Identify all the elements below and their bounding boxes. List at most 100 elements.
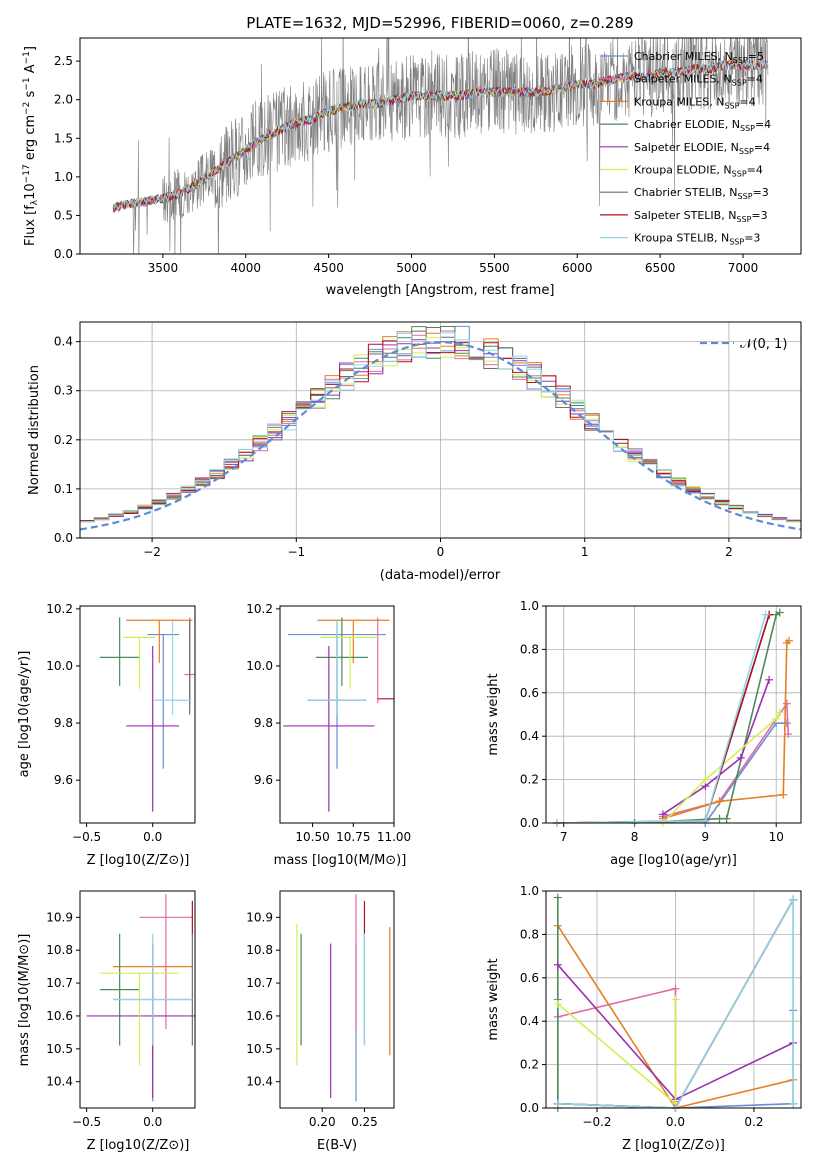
y-tick-label: 1.0 bbox=[54, 170, 73, 184]
y-tick-label: 10.5 bbox=[246, 1042, 273, 1056]
legend-label-0: Chabrier MILES, NSSP=5 bbox=[634, 50, 764, 65]
model-line-7 bbox=[112, 59, 768, 212]
y-tick-label: 10.4 bbox=[46, 1075, 73, 1089]
x-axis-label: (data-model)/error bbox=[380, 568, 501, 583]
y-tick-label: 0.0 bbox=[520, 1101, 539, 1115]
histogram-8 bbox=[80, 332, 801, 522]
axes-frame bbox=[79, 890, 196, 1109]
weight-line-2 bbox=[557, 925, 794, 1108]
axes-frame bbox=[279, 890, 395, 1109]
y-tick-label: 0.8 bbox=[520, 642, 539, 656]
y-tick-label: 10.0 bbox=[246, 659, 273, 673]
residuals-axes: −2 −1 0 1 2 0.0 0.1 0.2 0.3 0.4 𝒩(0, 1) (data-model… bbox=[27, 321, 802, 583]
legend-label-3: Chabrier ELODIE, NSSP=4 bbox=[634, 118, 771, 133]
legend-label-6: Chabrier STELIB, NSSP=3 bbox=[634, 186, 769, 201]
y-axis-label: mass weight bbox=[486, 958, 501, 1040]
spectrum-axes: 3500 4000 4500 5000 5500 6000 6500 7000 0.0 0.5 1.… bbox=[22, 37, 802, 298]
plots-group: 3500 4000 4500 5000 5500 6000 6500 7000 0.0 0.5 1.… bbox=[17, 37, 802, 1153]
weight-line-0 bbox=[634, 722, 787, 823]
x-tick-label: 5000 bbox=[396, 261, 427, 275]
x-tick-label: 7 bbox=[560, 830, 568, 844]
y-tick-label: 2.0 bbox=[54, 93, 73, 107]
histogram-5 bbox=[80, 337, 801, 523]
y-tick-label: 9.6 bbox=[54, 773, 73, 787]
y-tick-label: 10.8 bbox=[246, 943, 273, 957]
y-tick-label: 10.2 bbox=[46, 602, 73, 616]
axes-frame bbox=[545, 890, 802, 1109]
y-tick-label: 10.4 bbox=[246, 1075, 273, 1089]
legend-label-7: Salpeter STELIB, NSSP=3 bbox=[634, 209, 768, 224]
y-tick-label: 10.8 bbox=[46, 943, 73, 957]
weight-line-5 bbox=[557, 999, 677, 1106]
x-axis-label: wavelength [Angstrom, rest frame] bbox=[326, 283, 555, 298]
mass_vs_Z-axes: −0.5 0.0 10.4 10.5 10.6 10.7 10.8 10.9 Z [log10(… bbox=[17, 890, 196, 1153]
x-tick-label: 0.0 bbox=[143, 1115, 162, 1129]
x-tick-label: 8 bbox=[631, 830, 639, 844]
x-tick-label: 0.25 bbox=[351, 1115, 378, 1129]
axes-frame bbox=[279, 605, 395, 824]
axes-frame bbox=[79, 37, 802, 255]
figure-title: PLATE=1632, MJD=52996, FIBERID=0060, z=0… bbox=[246, 14, 633, 32]
y-axis-label: mass weight bbox=[486, 673, 501, 755]
legend-label-1: Salpeter MILES, NSSP=4 bbox=[634, 73, 763, 88]
mass_weight_vs_age-axes: 7 8 9 10 0.0 0.2 0.4 0.6 0.8 1.0 age [log10(age/yr… bbox=[486, 599, 802, 868]
x-axis-label: Z [log10(Z/Z⊙)] bbox=[87, 1138, 190, 1153]
y-tick-label: 0.0 bbox=[54, 531, 73, 545]
x-tick-label: 1 bbox=[581, 545, 589, 559]
x-tick-label: 6000 bbox=[562, 261, 593, 275]
histogram-7 bbox=[80, 340, 801, 521]
y-tick-label: 9.8 bbox=[54, 716, 73, 730]
x-tick-label: 5500 bbox=[479, 261, 510, 275]
weight-line-1 bbox=[557, 987, 677, 1102]
x-tick-label: −0.5 bbox=[72, 830, 101, 844]
x-axis-label: age [log10(age/yr)] bbox=[610, 853, 737, 868]
y-tick-label: 0.2 bbox=[520, 773, 539, 787]
axes-frame bbox=[545, 605, 802, 824]
axes-frame bbox=[79, 321, 802, 539]
y-tick-label: 10.0 bbox=[46, 659, 73, 673]
y-tick-label: 10.9 bbox=[246, 910, 273, 924]
x-tick-label: 0.20 bbox=[309, 1115, 336, 1129]
y-tick-label: 10.2 bbox=[246, 602, 273, 616]
x-tick-label: 0.0 bbox=[143, 830, 162, 844]
legend-label-5: Kroupa ELODIE, NSSP=4 bbox=[634, 164, 763, 179]
y-tick-label: 0.4 bbox=[54, 335, 73, 349]
model-line-8 bbox=[112, 59, 768, 211]
y-tick-label: 10.9 bbox=[46, 910, 73, 924]
weight-line-3 bbox=[634, 611, 781, 823]
y-tick-label: 10.7 bbox=[46, 976, 73, 990]
x-axis-label: E(B-V) bbox=[317, 1138, 357, 1153]
y-tick-label: 9.6 bbox=[254, 773, 273, 787]
y-tick-label: 0.1 bbox=[54, 482, 73, 496]
y-tick-label: 2.5 bbox=[54, 54, 73, 68]
x-tick-label: 4000 bbox=[230, 261, 261, 275]
y-tick-label: 0.5 bbox=[54, 208, 73, 222]
y-axis-label: mass [log10(M/M⊙)] bbox=[17, 934, 32, 1067]
y-axis-label: age [log10(age/yr)] bbox=[17, 651, 32, 778]
y-tick-label: 10.6 bbox=[246, 1009, 273, 1023]
x-tick-label: 11.00 bbox=[377, 830, 411, 844]
legend-label-4: Salpeter ELODIE, NSSP=4 bbox=[634, 141, 770, 156]
y-tick-label: 1.0 bbox=[520, 599, 539, 613]
axes-frame bbox=[79, 605, 196, 824]
x-tick-label: 0.0 bbox=[666, 1115, 685, 1129]
x-tick-label: 6500 bbox=[645, 261, 676, 275]
y-tick-label: 0.3 bbox=[54, 384, 73, 398]
spectrum-data-line bbox=[112, 38, 769, 254]
mass_vs_EBV-axes: 0.20 0.25 10.4 10.5 10.6 10.7 10.8 10.9 E(B-V) bbox=[246, 890, 395, 1153]
x-tick-label: 9 bbox=[702, 830, 710, 844]
legend-label-8: Kroupa STELIB, NSSP=3 bbox=[634, 232, 760, 247]
x-tick-label: 0 bbox=[437, 545, 445, 559]
y-tick-label: 0.0 bbox=[54, 247, 73, 261]
x-axis-label: Z [log10(Z/Z⊙)] bbox=[87, 853, 190, 868]
y-tick-label: 1.5 bbox=[54, 131, 73, 145]
weight-line-7 bbox=[556, 614, 770, 823]
x-axis-label: Z [log10(Z/Z⊙)] bbox=[622, 1138, 725, 1153]
legend-label-gaussian: 𝒩(0, 1) bbox=[740, 337, 787, 352]
y-tick-label: 10.6 bbox=[46, 1009, 73, 1023]
x-tick-label: 2 bbox=[725, 545, 733, 559]
age_vs_mass-axes: 10.50 10.75 11.00 9.6 9.8 10.0 10.2 mass [log10… bbox=[246, 602, 411, 868]
y-tick-label: 0.4 bbox=[520, 729, 539, 743]
y-tick-label: 0.2 bbox=[54, 433, 73, 447]
